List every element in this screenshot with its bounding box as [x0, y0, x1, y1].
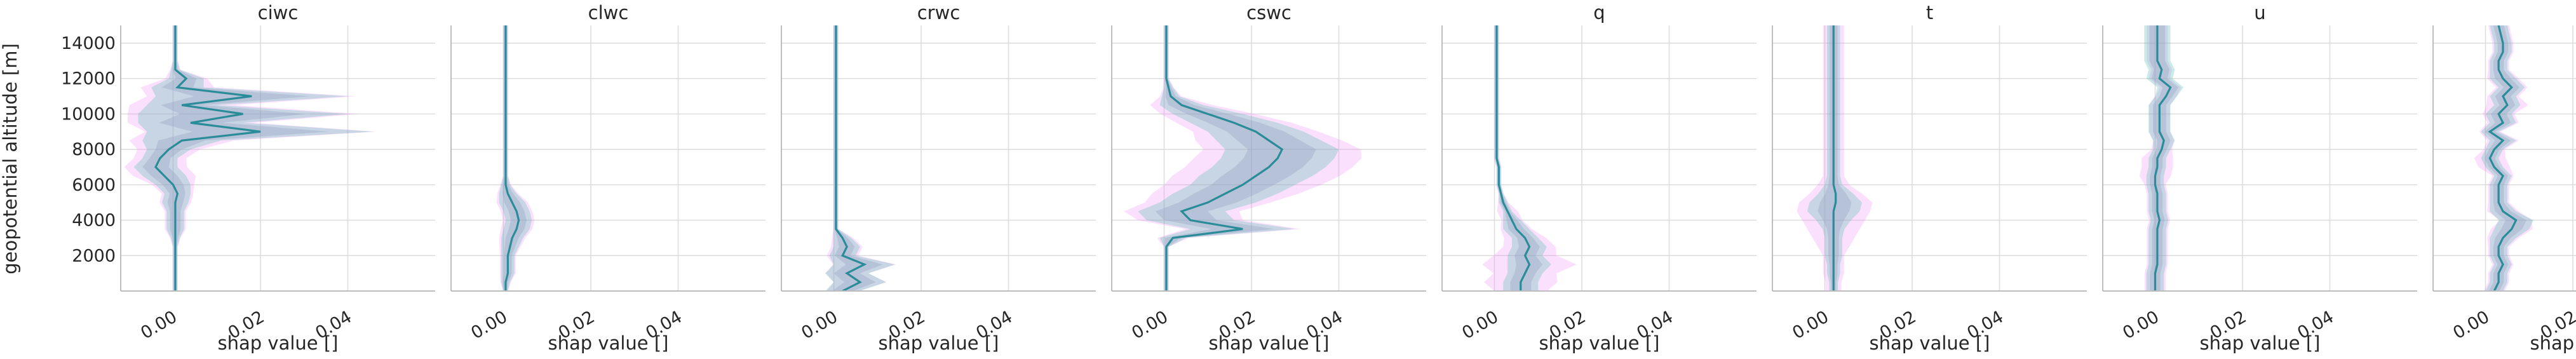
panel-title: t	[1926, 2, 1933, 24]
data-layer	[2139, 25, 2184, 291]
mean-line	[2154, 25, 2172, 291]
x-tick-label: 0.00	[1789, 307, 1832, 343]
band-gray	[2485, 25, 2527, 291]
data-layer	[496, 25, 535, 291]
band-teal	[1807, 25, 1862, 291]
panel-title: q	[1593, 2, 1605, 24]
panel-title: clwc	[588, 2, 629, 24]
mean-line	[154, 25, 261, 291]
panel-title: u	[2254, 2, 2265, 24]
mean-line	[1495, 25, 1531, 291]
x-axis-label: shap value []	[879, 332, 999, 354]
x-axis-label: shap value []	[1870, 332, 1990, 354]
x-tick-label: 0.00	[2119, 307, 2162, 343]
x-tick-label: 0.00	[2450, 307, 2493, 343]
band-teal	[2481, 25, 2534, 291]
y-tick-label: 2000	[72, 246, 116, 266]
mean-line	[2488, 25, 2518, 291]
band-gray	[2149, 25, 2178, 291]
data-layer	[124, 25, 376, 291]
y-tick-label: 6000	[72, 175, 116, 195]
x-axis-label: shap value []	[1209, 332, 1330, 354]
panel-title: cswc	[1246, 2, 1291, 24]
mean-line	[504, 25, 520, 291]
x-tick-label: 0.00	[798, 307, 841, 343]
band-gray	[1495, 25, 1543, 291]
panel-title: ciwc	[258, 2, 299, 24]
band-pink	[2139, 25, 2182, 291]
y-tick-label: 14000	[61, 34, 116, 53]
band-gray	[832, 25, 883, 291]
x-axis-label: shap value []	[548, 332, 669, 354]
x-tick-label: 0.00	[1128, 307, 1171, 343]
x-axis-label: shap value []	[2530, 332, 2576, 354]
y-tick-label: 12000	[61, 69, 116, 89]
x-axis-label: shap value []	[2200, 332, 2321, 354]
panel-title: crwc	[917, 2, 961, 24]
band-gray	[1817, 25, 1852, 291]
y-tick-label: 10000	[61, 104, 116, 124]
mean-line	[1165, 25, 1284, 291]
band-teal	[2144, 25, 2184, 291]
band-pink	[1124, 25, 1362, 291]
data-layer	[825, 25, 896, 291]
band-pink	[2474, 25, 2533, 291]
y-tick-label: 4000	[72, 211, 116, 231]
band-teal	[133, 25, 374, 291]
data-layer	[2474, 25, 2534, 291]
mean-line	[835, 25, 867, 291]
x-tick-label: 0.00	[1459, 307, 1502, 343]
band-pink	[826, 25, 896, 291]
band-gray	[1155, 25, 1316, 291]
x-tick-label: 0.00	[468, 307, 511, 343]
band-pink	[124, 25, 376, 291]
band-pink	[1797, 25, 1873, 291]
band-gray	[142, 25, 329, 291]
y-tick-label: 8000	[72, 140, 116, 159]
data-layer	[1482, 25, 1577, 291]
x-axis-label: shap value []	[1539, 332, 1660, 354]
band-teal	[1138, 25, 1339, 291]
band-teal	[499, 25, 532, 291]
mean-line	[1832, 25, 1837, 291]
data-layer	[1797, 25, 1873, 291]
x-axis-label: shap value []	[218, 332, 339, 354]
band-gray	[502, 25, 527, 291]
x-tick-label: 0.00	[137, 307, 180, 343]
data-layer	[1124, 25, 1362, 291]
band-pink	[1482, 25, 1577, 291]
y-axis-label: geopotential altitude [m]	[0, 43, 21, 274]
band-teal	[825, 25, 895, 291]
band-teal	[1494, 25, 1551, 291]
